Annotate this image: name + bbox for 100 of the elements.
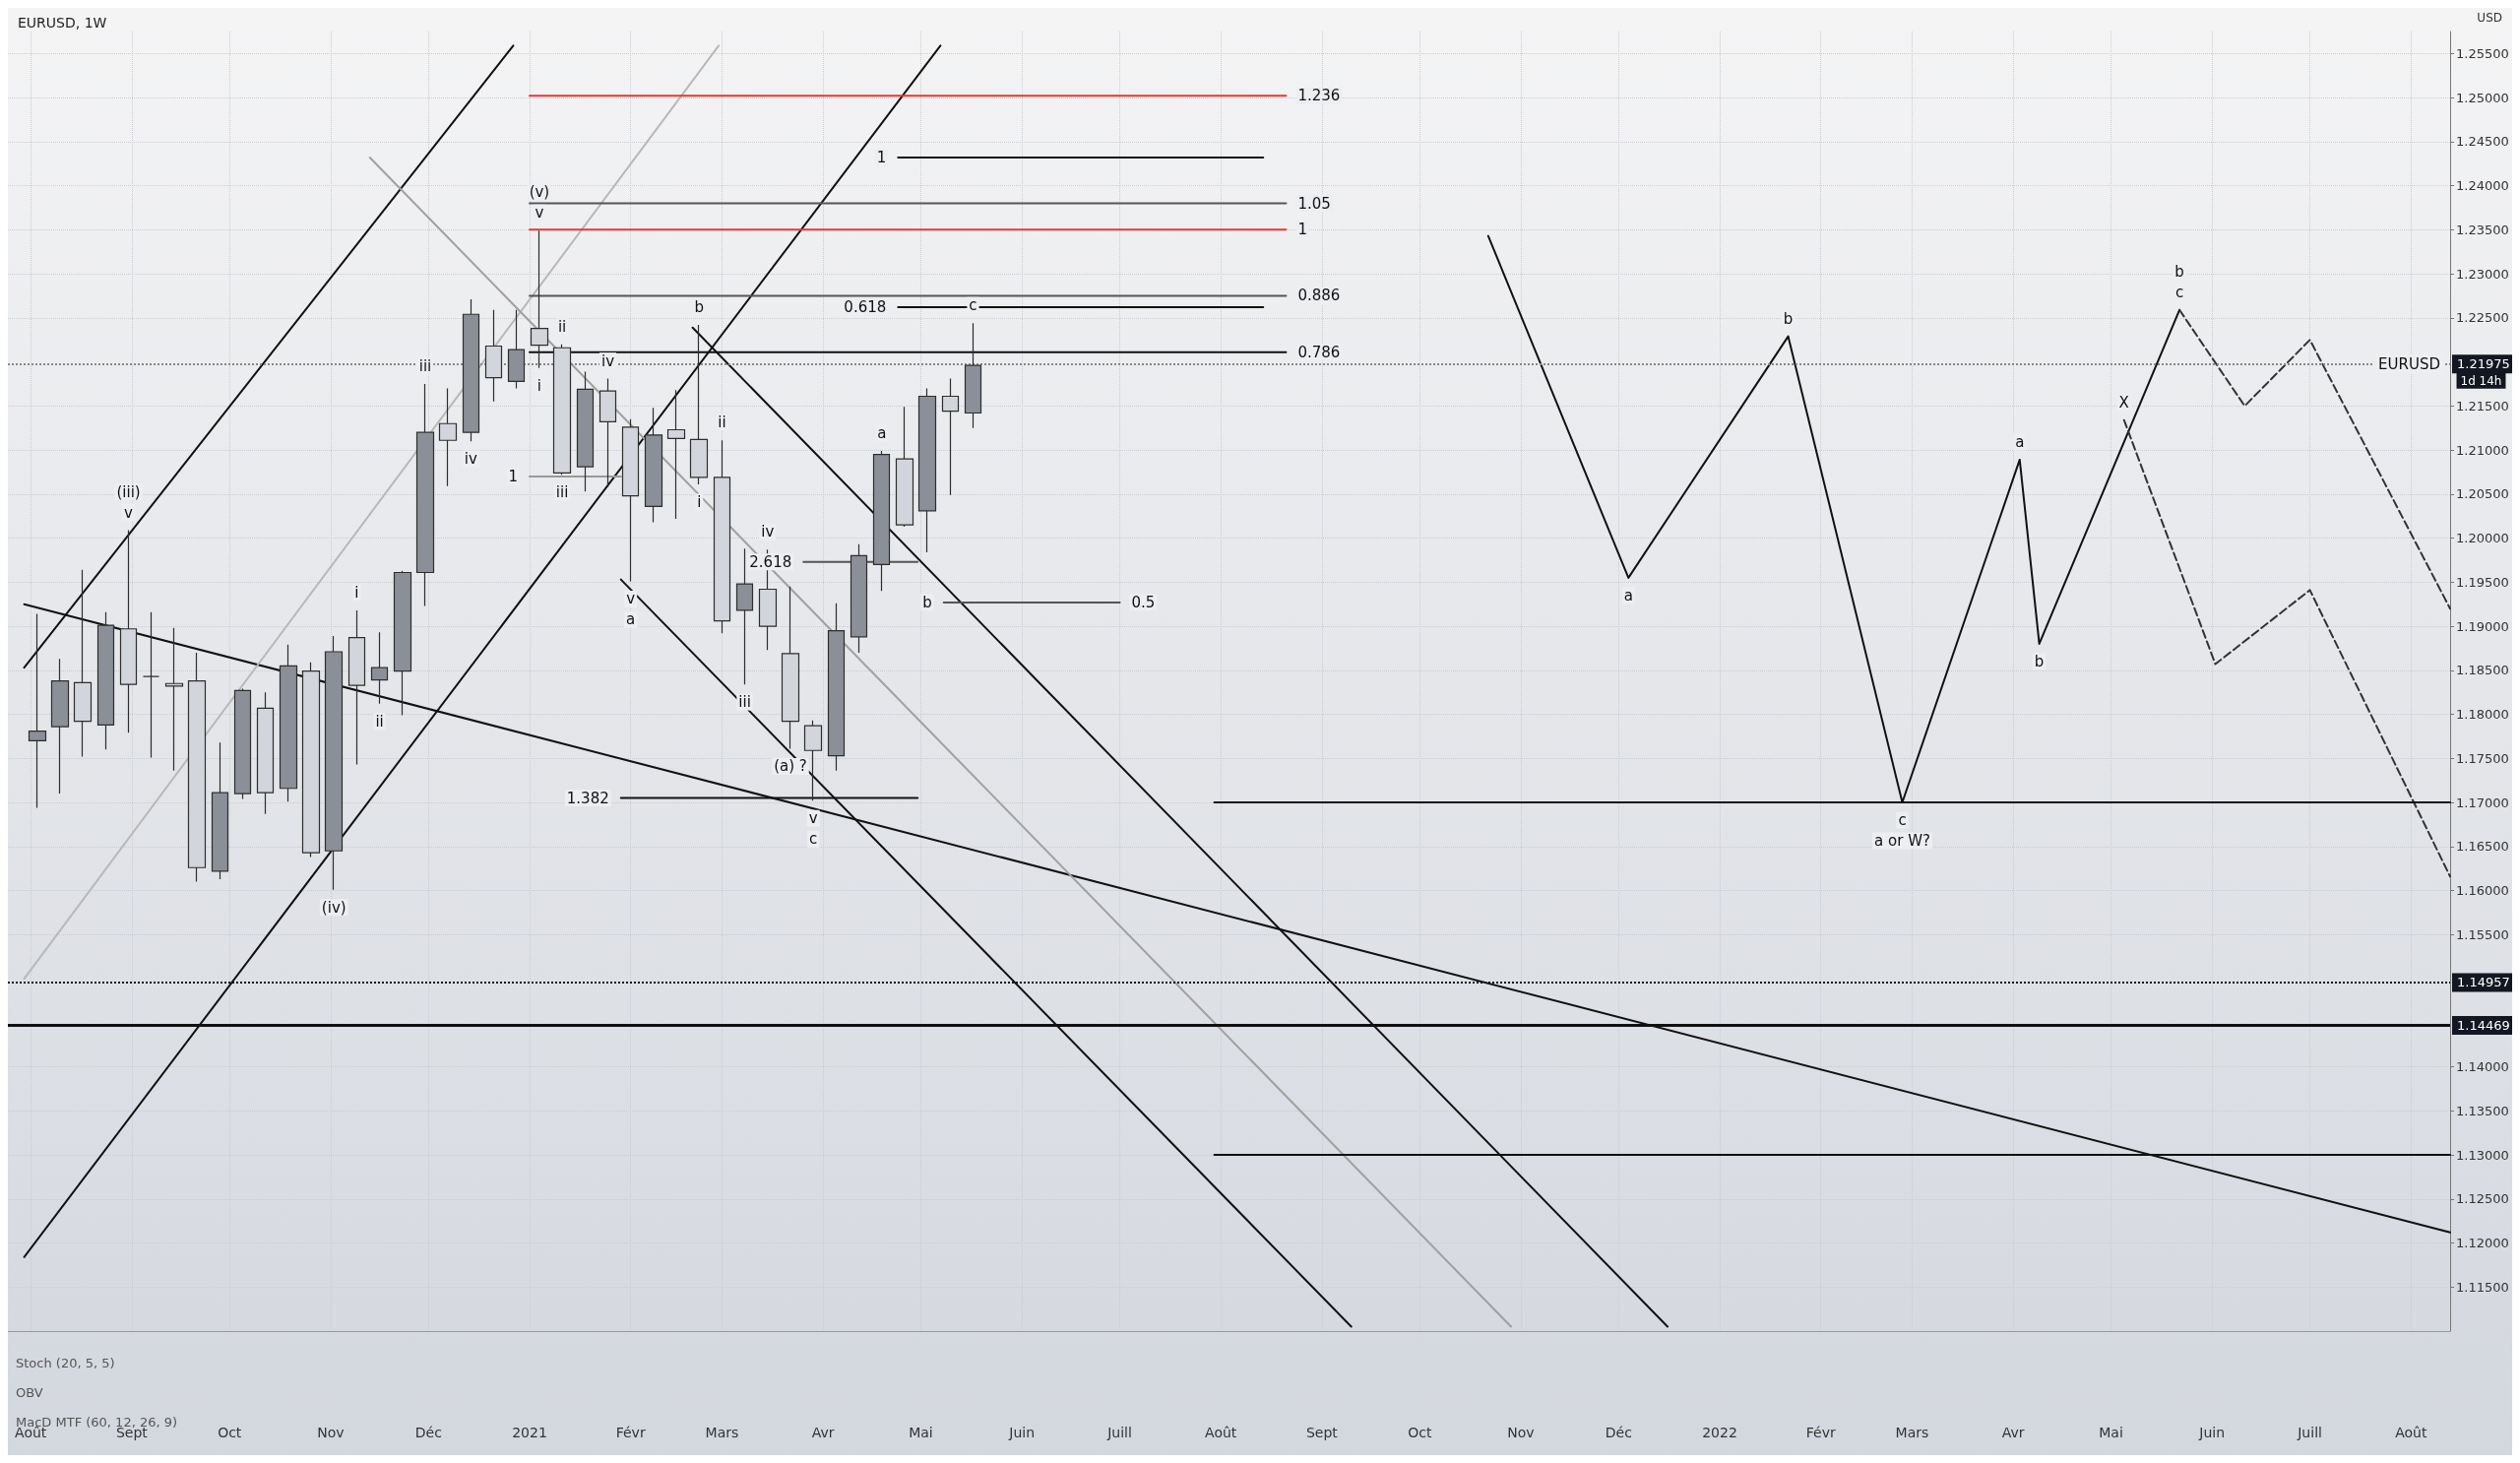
y-tick-label: 1.15500 [2456, 926, 2509, 942]
candlestick [827, 603, 846, 772]
annotation: 0.886 [1297, 286, 1341, 305]
candlestick [96, 611, 115, 750]
y-tick-label: 1.19500 [2456, 574, 2509, 590]
annotation: 1.382 [566, 789, 609, 807]
annotation: v [626, 590, 636, 608]
annotation: b [694, 298, 704, 317]
candlestick [415, 383, 435, 607]
y-axis-title: USD [2477, 11, 2502, 25]
annotation: ii [718, 413, 726, 432]
annotation: 1d 14h [2460, 373, 2502, 388]
candlestick [370, 631, 389, 705]
y-tick-label: 1.25000 [2456, 90, 2509, 105]
y-tick-label: 1.16500 [2456, 839, 2509, 855]
chart-title: EURUSD, 1W [18, 15, 107, 31]
annotation: i [697, 492, 702, 511]
annotation: v [535, 204, 544, 223]
y-tick-label: 1.21000 [2456, 442, 2509, 458]
x-tick-label: Oct [1408, 1425, 1432, 1440]
annotation: i [354, 583, 359, 602]
annotation: 1 [508, 467, 518, 485]
line-series [2178, 308, 2451, 610]
ref-line-label: 1.14957 [2457, 975, 2510, 990]
y-tick-label: 1.18500 [2456, 663, 2509, 678]
annotation: iii [738, 693, 751, 712]
annotation: c [1898, 811, 1907, 830]
annotation: iv [761, 523, 775, 541]
x-tick-label: Nov [317, 1425, 345, 1440]
y-tick-label: 1.17000 [2456, 795, 2509, 810]
x-tick-label: Mars [1895, 1425, 1929, 1440]
annotation: 0.5 [1131, 593, 1156, 611]
annotation: (a) ? [774, 757, 807, 776]
annotation: (iii) [116, 482, 141, 501]
x-tick-label: Avr [811, 1425, 835, 1440]
x-tick-label: Oct [218, 1425, 242, 1440]
y-tick-label: 1.12000 [2456, 1236, 2509, 1251]
x-tick-label: Juin [2198, 1425, 2226, 1440]
candlestick [233, 688, 252, 800]
y-tick-label: 1.18000 [2456, 707, 2509, 723]
x-tick-label: Déc [414, 1425, 442, 1440]
candlestick [872, 450, 891, 592]
annotation: iv [600, 351, 615, 370]
candlestick [142, 611, 160, 759]
x-tick-label: Nov [1507, 1425, 1535, 1440]
y-tick-label: 1.12500 [2456, 1191, 2509, 1207]
annotation: a [877, 423, 887, 442]
y-tick-label: 1.14000 [2456, 1059, 2509, 1075]
candlestick [964, 322, 982, 429]
y-tick-label: 1.21500 [2456, 398, 2509, 413]
candlestick [576, 370, 595, 492]
annotation: a [2015, 432, 2025, 451]
annotation: v [808, 809, 818, 828]
x-tick-label: Avr [2001, 1425, 2025, 1440]
candlestick [211, 741, 229, 880]
text: OBV [16, 1385, 43, 1400]
annotation: 0.786 [1297, 343, 1341, 361]
x-tick-label: Juill [2297, 1425, 2322, 1440]
annotation: v [124, 503, 134, 522]
y-tick-label: 1.13500 [2456, 1103, 2509, 1118]
candlestick [28, 612, 47, 809]
annotation: b [922, 593, 932, 611]
x-tick-label: Août [2395, 1425, 2427, 1440]
ref-line-label: 1.14469 [2457, 1018, 2510, 1034]
annotation: (iv) [321, 898, 346, 917]
x-tick-label: Févr [615, 1425, 646, 1440]
y-tick-label: 1.20500 [2456, 486, 2509, 502]
x-tick-label: Mars [705, 1425, 739, 1440]
annotation: c [969, 296, 977, 315]
annotation: b [1783, 309, 1794, 328]
ref-line-label: 1.21975 [2457, 356, 2510, 372]
candlestick [917, 387, 937, 553]
annotation: 1.05 [1297, 194, 1331, 213]
candlestick [462, 298, 480, 442]
x-tick-label: Sept [1305, 1425, 1339, 1440]
y-tick-label: 1.23000 [2456, 266, 2509, 282]
annotation: X [2118, 393, 2129, 412]
annotation: a or W? [1874, 832, 1930, 851]
y-tick-label: 1.11500 [2456, 1279, 2509, 1295]
candlestick [324, 635, 344, 891]
annotation: ii [557, 317, 567, 336]
annotation: iii [555, 483, 569, 502]
annotation: c [809, 830, 818, 849]
annotation: ii [375, 712, 384, 731]
candlestick [644, 407, 663, 524]
annotation: 1.236 [1297, 87, 1341, 105]
y-tick-label: 1.19000 [2456, 618, 2509, 634]
x-tick-label: Juin [1008, 1425, 1036, 1440]
candlestick [279, 644, 298, 802]
annotation: 2.618 [749, 552, 792, 571]
annotation: (v) [529, 183, 550, 202]
x-tick-label: Août [1205, 1425, 1237, 1440]
x-tick-label: Mai [2099, 1425, 2123, 1440]
candlestick [393, 570, 412, 717]
y-tick-label: 1.23500 [2456, 222, 2509, 237]
x-tick-label: 2021 [512, 1425, 547, 1440]
y-tick-label: 1.24500 [2456, 134, 2509, 150]
annotation: 1 [876, 148, 887, 166]
annotation: c [2174, 283, 2184, 301]
text: Stoch (20, 5, 5) [16, 1356, 115, 1370]
